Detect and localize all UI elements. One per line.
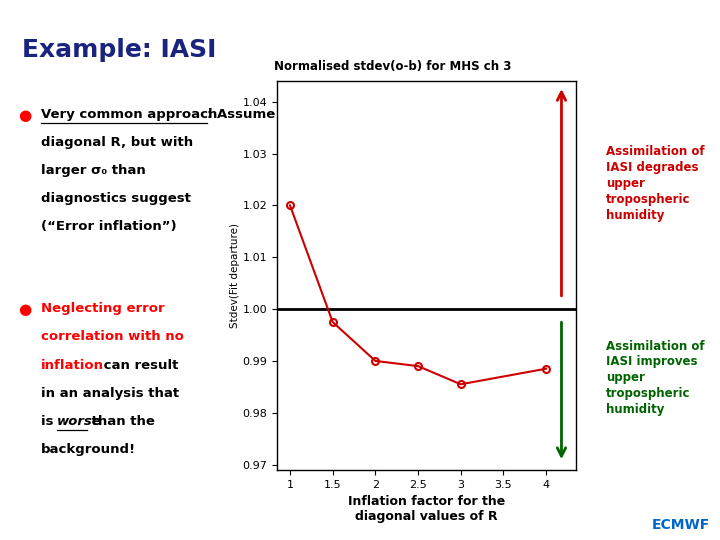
Y-axis label: Stdev(Fit departure): Stdev(Fit departure) [230,223,240,328]
Text: Assimilation of
IASI degrades
upper
tropospheric
humidity: Assimilation of IASI degrades upper trop… [606,145,705,222]
Text: Assimilation of
IASI improves
upper
tropospheric
humidity: Assimilation of IASI improves upper trop… [606,340,705,416]
Text: (“Error inflation”): (“Error inflation”) [41,220,176,233]
Text: than the: than the [87,415,155,428]
Text: larger σ₀ than: larger σ₀ than [41,164,145,177]
Text: in an analysis that: in an analysis that [41,387,179,400]
Text: inflation: inflation [41,359,104,372]
Text: diagnostics suggest: diagnostics suggest [41,192,191,205]
Text: Normalised stdev(o-b) for MHS ch 3: Normalised stdev(o-b) for MHS ch 3 [274,60,511,73]
Text: ECMWF: ECMWF [652,518,710,532]
Text: background!: background! [41,443,136,456]
Text: : Assume: : Assume [207,108,275,121]
Text: Very common approach: Very common approach [41,108,217,121]
Text: diagonal R, but with: diagonal R, but with [41,136,193,149]
Text: Example: IASI: Example: IASI [22,38,216,62]
Text: worse: worse [57,415,102,428]
Text: correlation with no: correlation with no [41,330,184,343]
Text: is: is [41,415,58,428]
Text: ●: ● [18,302,31,318]
X-axis label: Inflation factor for the
diagonal values of R: Inflation factor for the diagonal values… [348,495,505,523]
Text: NWP SAF training course 2016: Observation errors: NWP SAF training course 2016: Observatio… [10,520,334,530]
Text: Neglecting error: Neglecting error [41,302,165,315]
Text: ●: ● [18,108,31,123]
Text: can result: can result [99,359,179,372]
